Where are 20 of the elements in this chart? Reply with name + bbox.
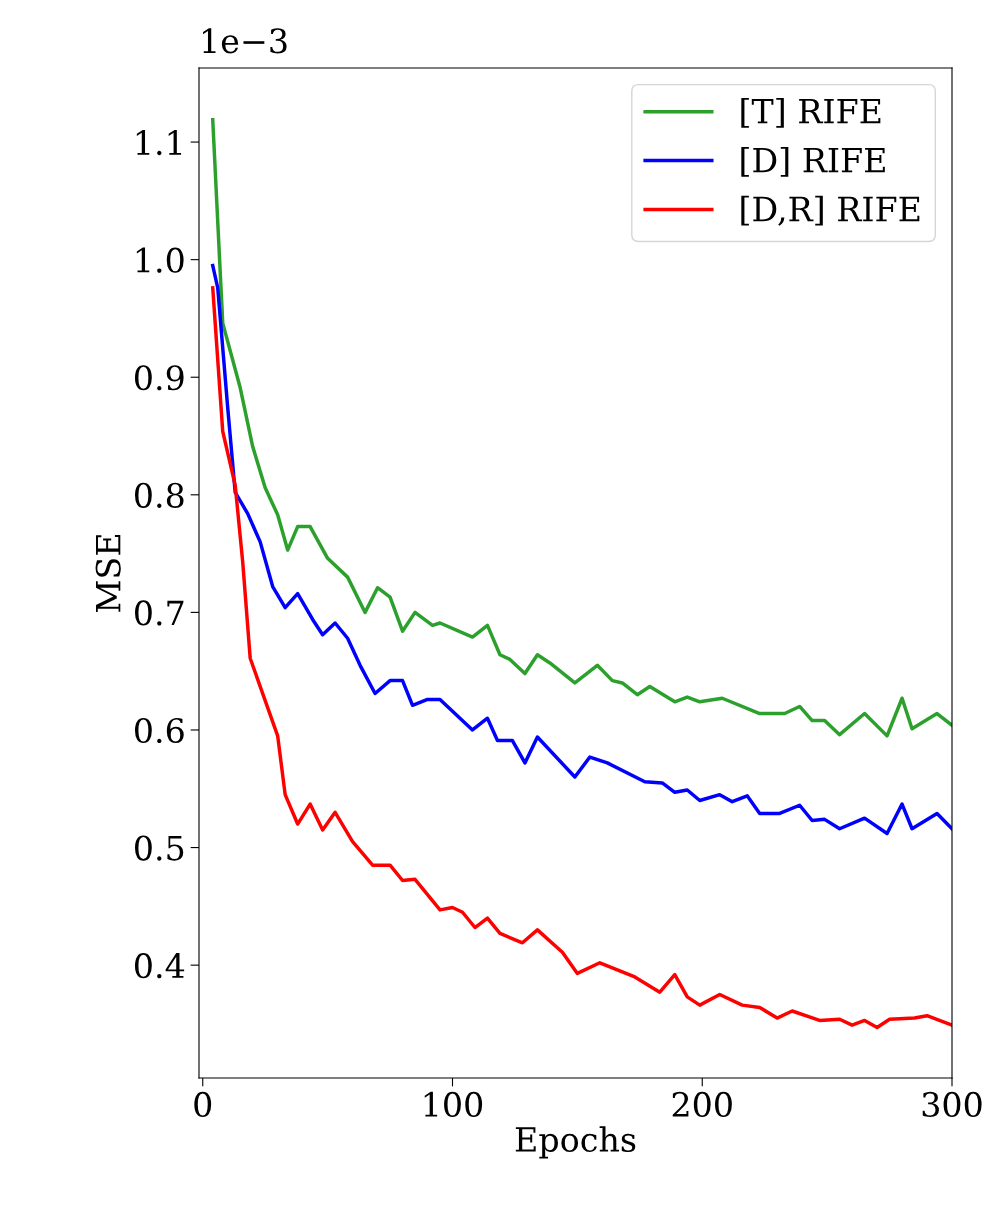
y-tick-label: 1.0 [136, 247, 184, 273]
x-tick-label: 0 [194, 1091, 212, 1118]
y-tick-label: 0.5 [134, 835, 184, 861]
legend-label: [D,R] RIFE [741, 195, 920, 226]
y-axis-title: MSE [95, 535, 121, 612]
line-series [211, 286, 952, 1030]
x-tick-label: 200 [672, 1091, 732, 1118]
y-tick-label: 0.8 [134, 482, 184, 508]
y-tick-label: 0.7 [134, 600, 184, 626]
legend-label: [T] RIFE [741, 97, 881, 128]
x-tick-label: 100 [424, 1091, 483, 1118]
y-tick-label: 0.6 [134, 717, 184, 744]
y-tick-label: 0.4 [134, 953, 185, 979]
line-series [211, 263, 952, 836]
text: 1e−3 [203, 28, 287, 54]
x-axis-title: Epochs [515, 1126, 636, 1159]
y-tick-label: 0.9 [134, 365, 184, 391]
x-tick-label: 300 [922, 1091, 982, 1118]
legend-label: [D] RIFE [741, 146, 885, 177]
y-tick-label: 1.1 [136, 129, 182, 156]
